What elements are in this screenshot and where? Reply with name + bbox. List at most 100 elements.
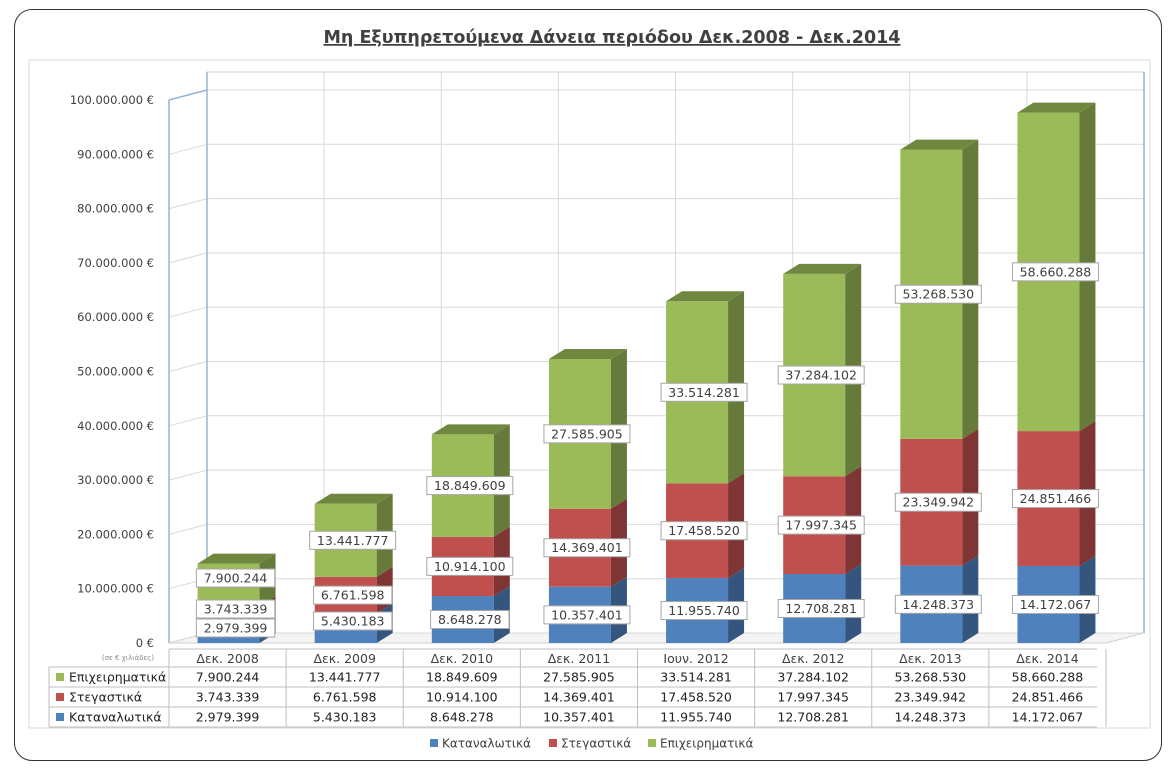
table-cell: 14.248.373 [895,710,967,725]
table-cell: 24.851.466 [1012,690,1084,705]
table-cell: 53.268.530 [895,670,967,685]
table-cell: 11.955.740 [660,710,732,725]
table-cell: 5.430.183 [313,710,377,725]
y-tick-label: 50.000.000 € [77,365,154,379]
data-label: 10.914.100 [434,559,506,574]
table-cell: 12.708.281 [777,710,849,725]
legend-label: Επιχειρηματικά [660,737,753,751]
table-cell: 17.997.345 [777,690,849,705]
data-label: 10.357.401 [551,607,623,622]
table-legend-key [56,673,64,681]
bar-top [1017,102,1096,113]
y-tick-label: 30.000.000 € [77,473,154,487]
table-cell: 10.357.401 [543,710,615,725]
table-header-row [169,649,1097,667]
y-tick-label: 100.000.000 € [70,93,154,107]
table-row-label: Καταναλωτικά [69,710,162,725]
x-tick-label: Ιουν. 2012 [663,651,728,666]
data-label: 17.458.520 [668,523,740,538]
plot-area-border [28,59,1151,729]
data-label: 17.997.345 [785,518,857,533]
table-cell: 18.849.609 [426,670,498,685]
table-cell: 7.900.244 [196,670,260,685]
data-label-box [543,605,631,625]
chart-title: Μη Εξυπηρετούμενα Δάνεια περιόδου Δεκ.20… [324,28,901,48]
gridline-side [168,361,208,372]
gridline-side [168,252,208,264]
table-legend-key [56,693,64,701]
gridline-side [168,523,208,535]
gridline-side [168,198,208,210]
table-cell: 23.349.942 [895,690,967,705]
y-tick-label: 20.000.000 € [77,527,154,541]
data-label: 5.430.183 [321,614,385,629]
table-cell: 27.585.905 [543,670,615,685]
data-label-box [543,424,631,444]
data-label-box [1011,595,1099,615]
legend-key [648,739,656,747]
data-label-box [1011,489,1099,509]
gridline-side [168,469,208,481]
bar-top [783,263,862,274]
table-cell: 14.172.067 [1012,710,1084,725]
legend-key [430,739,438,747]
data-label: 13.441.777 [317,533,389,548]
data-label-box [777,515,865,535]
y-tick-label: 0 € [136,636,154,650]
data-label: 24.851.466 [1020,491,1092,506]
bar-top [197,553,276,564]
legend-key [549,739,557,747]
data-label-box [777,598,865,618]
data-label-box [195,618,276,638]
bar-top [314,493,393,504]
data-label-box [430,610,510,630]
data-label: 8.648.278 [438,612,502,627]
data-label: 14.248.373 [903,597,975,612]
data-label-box [195,599,276,619]
x-tick-label: Δεκ. 2013 [899,651,961,666]
data-label-box [1011,262,1099,282]
x-tick-label: Δεκ. 2010 [431,651,493,666]
table-cell: 10.914.100 [426,690,498,705]
data-label: 12.708.281 [785,601,857,616]
y-tick-label: 90.000.000 € [77,147,154,161]
x-tick-label: Δεκ. 2014 [1016,651,1078,666]
table-cell: 37.284.102 [777,670,849,685]
data-label: 58.660.288 [1020,264,1092,279]
y-tick-label: 80.000.000 € [77,202,154,216]
data-label-box [894,594,982,614]
bar-top [431,424,510,435]
data-label-box [660,601,748,621]
data-label: 27.585.905 [551,426,623,441]
table-cell: 58.660.288 [1012,670,1084,685]
data-label-box [660,382,748,402]
table-cell: 8.648.278 [430,710,494,725]
table-cell: 14.369.401 [543,690,615,705]
data-label: 2.979.399 [204,621,268,636]
y-unit-note: (σε € χιλιάδες) [102,654,155,662]
bar-top [666,291,745,302]
data-label-box [312,611,393,631]
data-label-box [894,492,982,512]
data-label-box [660,521,748,541]
data-label: 18.849.609 [434,478,506,493]
table-cell: 6.761.598 [313,690,377,705]
data-label-box [312,585,393,605]
gridline-side [168,415,208,427]
table-row-label: Επιχειρηματικά [69,670,166,685]
data-label: 33.514.281 [668,385,740,400]
data-label: 11.955.740 [668,603,740,618]
bar-top [900,139,979,150]
data-label-box [894,284,982,304]
data-label: 53.268.530 [903,287,975,302]
data-label: 23.349.942 [903,495,975,510]
y-tick-label: 10.000.000 € [77,582,154,596]
data-label-box [543,538,631,558]
gridline-side [168,306,208,318]
gridline-side [168,143,208,155]
x-tick-label: Δεκ. 2009 [313,651,375,666]
table-cell: 2.979.399 [196,710,260,725]
legend-label: Καταναλωτικά [442,737,531,751]
data-label: 6.761.598 [321,588,385,603]
data-label: 14.369.401 [551,540,623,555]
